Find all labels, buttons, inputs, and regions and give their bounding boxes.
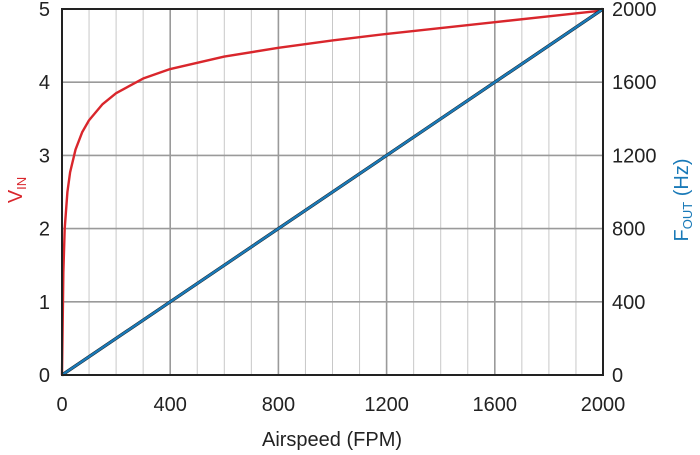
y-right-tick-label: 1600 [612, 72, 657, 94]
y-right-axis-label-sub: OUT [680, 202, 695, 230]
y-left-tick-label: 3 [39, 145, 50, 167]
x-tick-label: 400 [154, 394, 187, 416]
y-right-tick-label: 0 [612, 365, 623, 387]
y-left-tick-label: 5 [39, 0, 50, 21]
y-left-tick-label: 0 [39, 365, 50, 387]
y-right-axis-label: FOUT (Hz) [671, 159, 695, 242]
y-right-axis-label-suffix: (Hz) [671, 159, 693, 202]
y-left-axis-label-sub: IN [14, 177, 29, 190]
y-right-tick-label: 1200 [612, 145, 657, 167]
x-tick-label: 0 [56, 394, 67, 416]
x-tick-label: 1200 [364, 394, 409, 416]
tick-labels: 0 400 800 1200 1600 2000 0 1 2 3 4 5 0 400 800 1200 1600… [39, 0, 657, 416]
series-layer [60, 7, 604, 377]
y-right-tick-label: 800 [612, 219, 645, 241]
grid [62, 9, 603, 375]
x-axis-label: Airspeed (FPM) [262, 429, 402, 451]
y-left-tick-label: 1 [39, 292, 50, 314]
y-right-axis-label-main: F [671, 229, 693, 241]
series-line-3 [61, 8, 604, 376]
y-left-tick-label: 4 [39, 72, 50, 94]
x-tick-label: 1600 [473, 394, 518, 416]
y-left-axis-label: VIN [5, 177, 29, 203]
y-right-tick-label: 2000 [612, 0, 657, 21]
series-line-1 [60, 9, 604, 376]
x-tick-label: 2000 [581, 394, 626, 416]
x-tick-label: 800 [262, 394, 295, 416]
y-right-tick-label: 400 [612, 292, 645, 314]
plot-frame [61, 8, 604, 376]
y-left-tick-label: 2 [39, 219, 50, 241]
y-left-axis-label-main: V [5, 189, 27, 203]
